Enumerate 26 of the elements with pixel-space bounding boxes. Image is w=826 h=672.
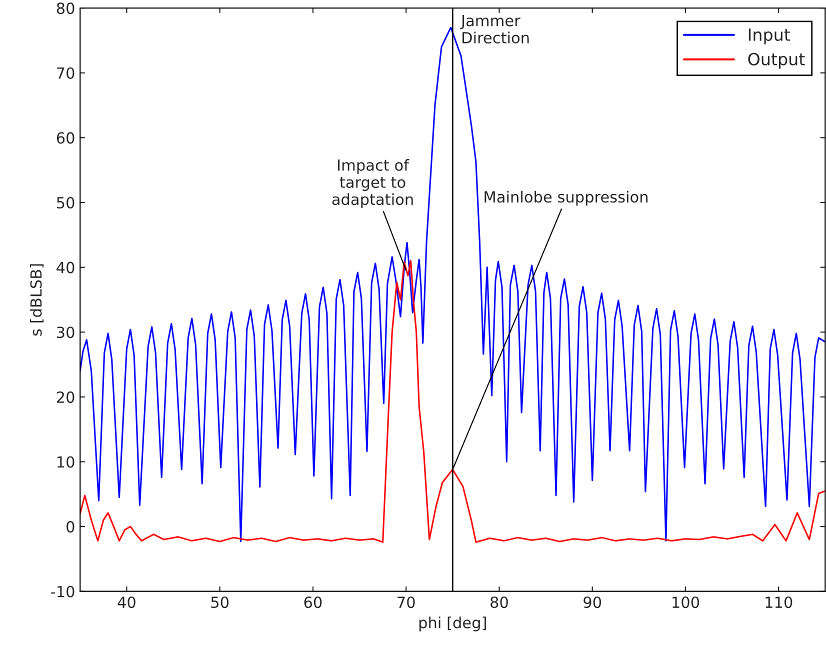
y-tick-label: 40	[56, 262, 74, 274]
x-tick-label: 50	[211, 596, 229, 608]
y-tick-label: -10	[51, 586, 74, 598]
y-axis-title: s [dBLSB]	[30, 264, 44, 336]
y-tick-label: 20	[56, 391, 74, 403]
legend-label: Input	[748, 28, 790, 44]
x-tick-label: 70	[398, 596, 415, 608]
x-tick-label: 60	[304, 596, 322, 608]
y-tick-label: 60	[56, 132, 74, 144]
y-tick-label: 30	[56, 326, 74, 338]
x-tick-label: 40	[118, 596, 136, 608]
y-tick-label: 50	[57, 196, 74, 209]
x-tick-label: 90	[584, 596, 602, 608]
y-tick-label: 70	[57, 67, 74, 79]
x-tick-label: 110	[766, 596, 792, 608]
y-tick-label: 80	[56, 2, 74, 14]
y-tick-label: 0	[66, 521, 74, 533]
y-tick-label: 10	[58, 456, 74, 468]
x-tick-label: 100	[672, 596, 700, 608]
annotation: Mainlobe suppression	[484, 190, 648, 206]
legend-label: Output	[748, 52, 805, 69]
line-series	[80, 260, 826, 543]
ref-line-label: Jammer Direction	[460, 15, 529, 44]
x-tick-label: 80	[490, 596, 508, 608]
x-axis-title: phi [deg]	[419, 616, 486, 632]
annotation: Impact of target to adaptation	[332, 159, 413, 208]
